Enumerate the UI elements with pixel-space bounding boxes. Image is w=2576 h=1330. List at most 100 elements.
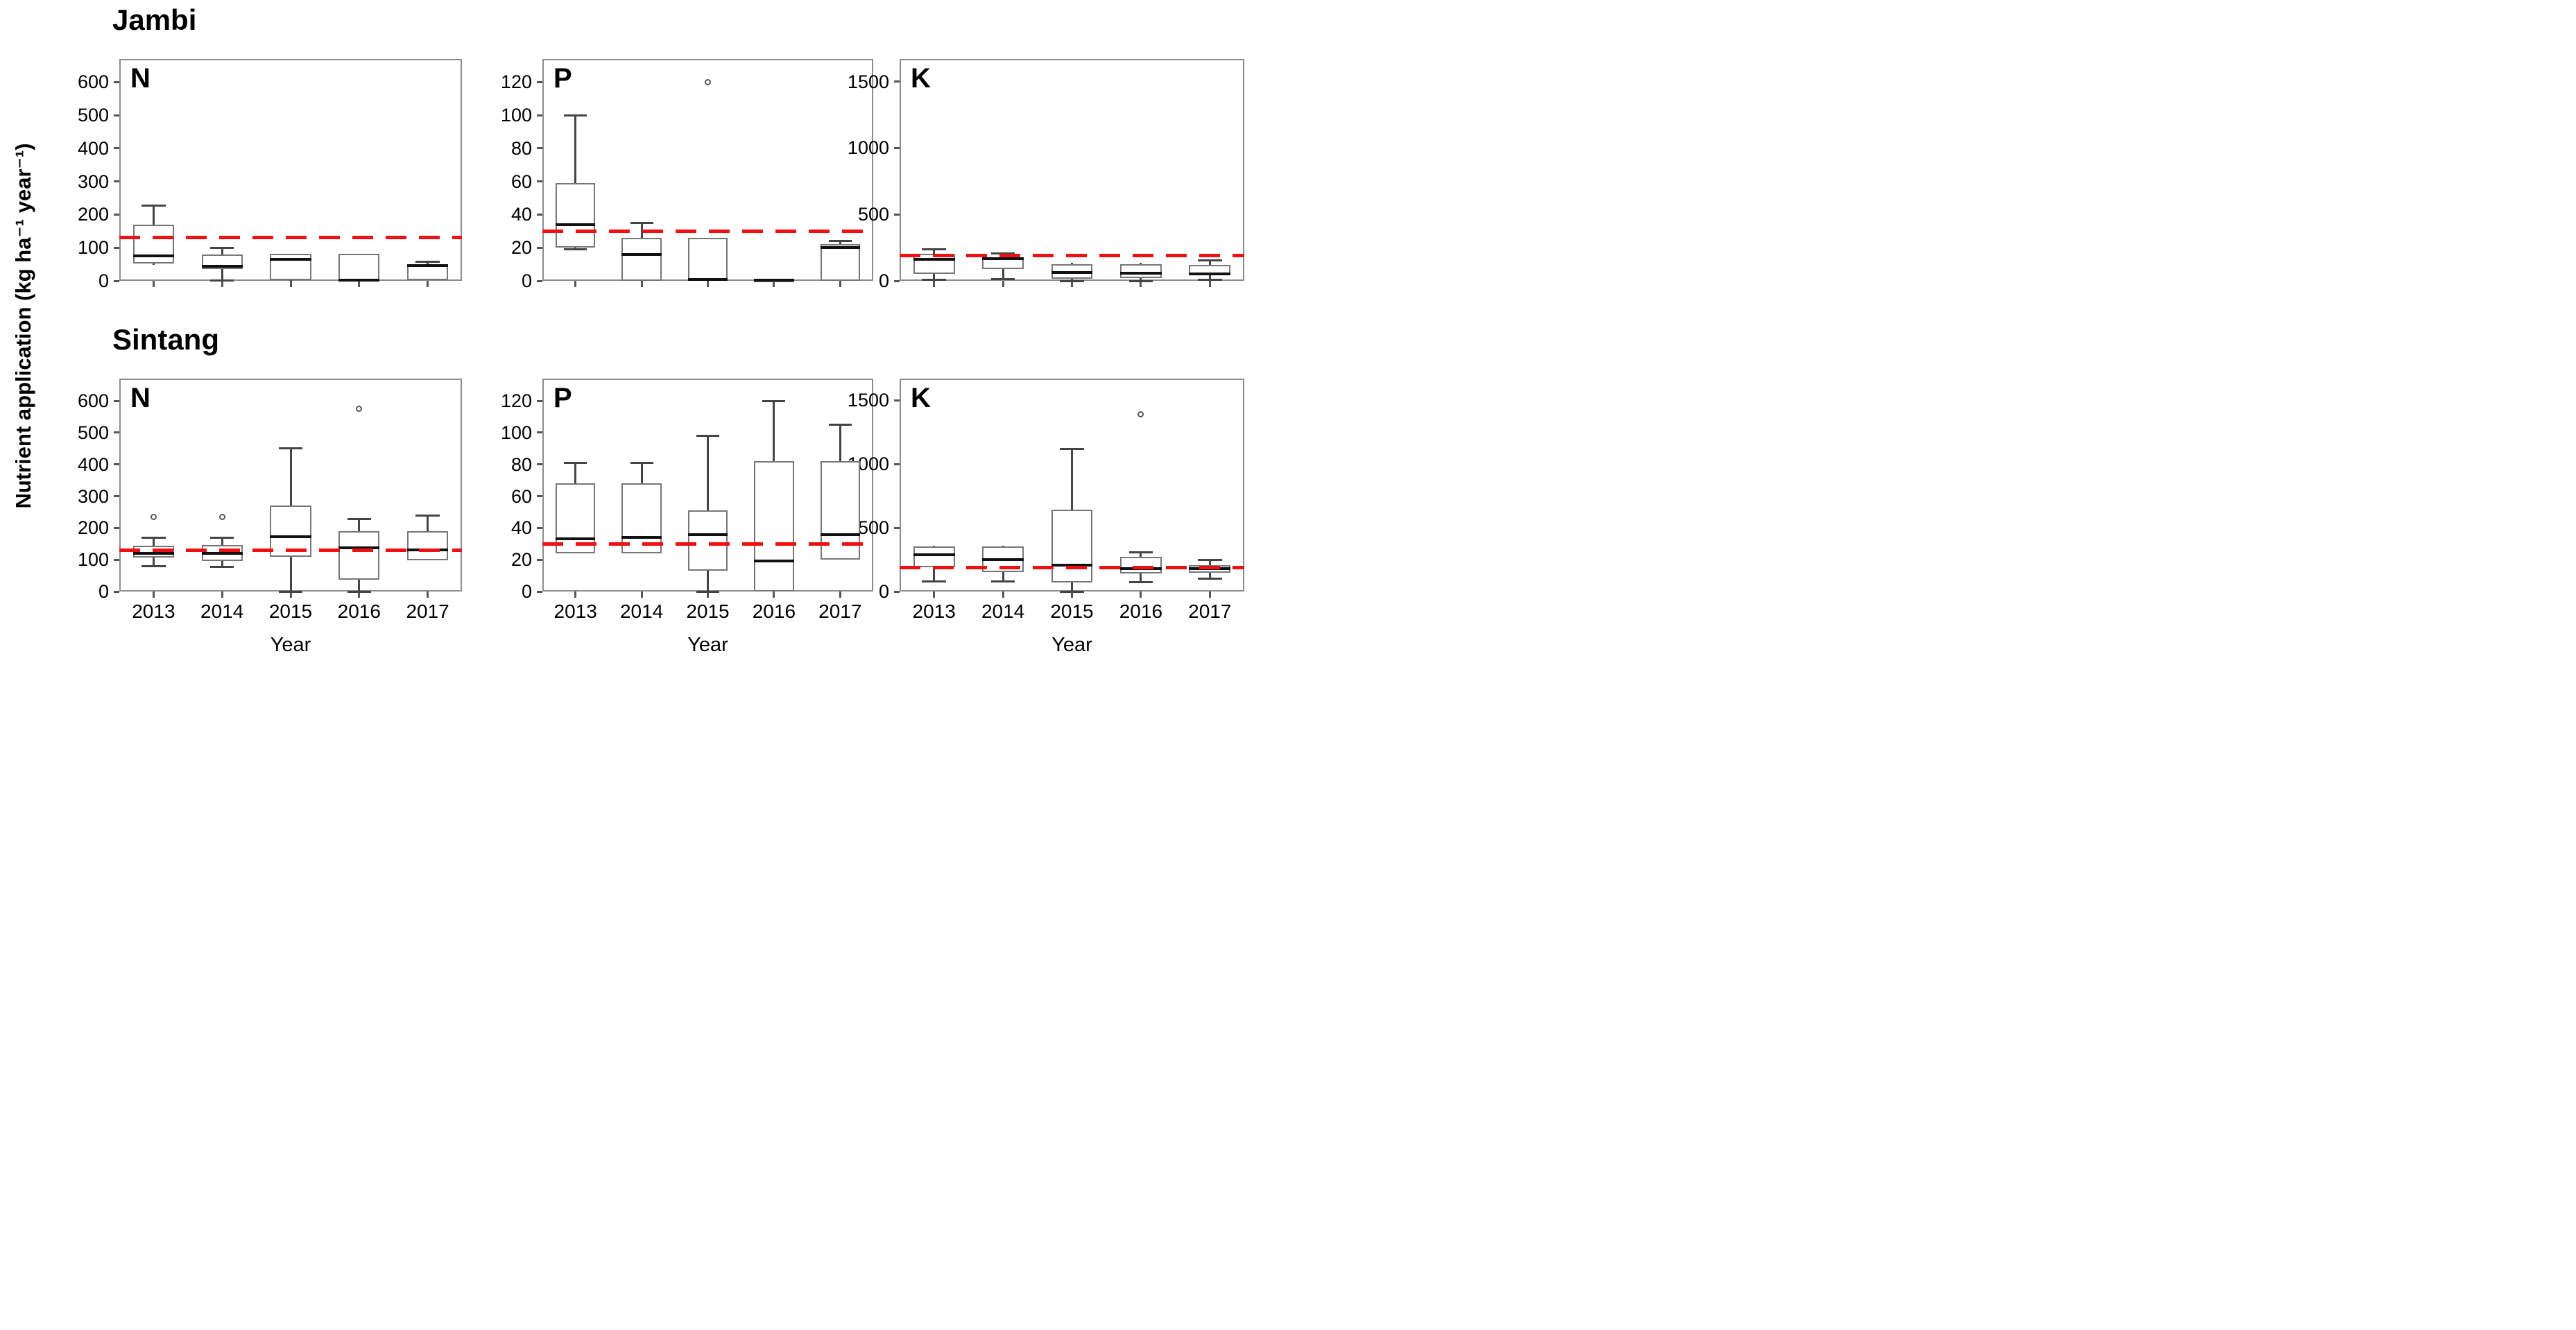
x-tick-mark <box>839 281 841 287</box>
y-tick-mark <box>537 114 542 116</box>
y-tick-mark <box>114 180 119 183</box>
y-tick-mark <box>537 180 542 183</box>
x-tick-mark <box>152 281 155 287</box>
y-tick-label: 1000 <box>847 137 889 159</box>
x-tick-mark <box>707 281 709 287</box>
y-tick-mark <box>894 590 900 593</box>
whisker-cap-low <box>990 580 1015 583</box>
y-tick-label: 200 <box>77 517 109 539</box>
x-axis-title: Year <box>270 634 311 656</box>
whisker-cap-low <box>1198 578 1222 580</box>
x-tick-mark <box>1140 591 1142 598</box>
red-dashed-reference-line <box>119 548 462 552</box>
x-tick-mark <box>1071 281 1073 287</box>
box-sintang-p-2016 <box>754 461 794 591</box>
x-tick-mark <box>1071 591 1073 598</box>
red-dashed-reference-line <box>900 565 1244 569</box>
box-jambi-n-2013 <box>132 224 175 264</box>
y-tick-mark <box>894 526 900 529</box>
y-tick-mark <box>537 213 542 216</box>
median-line <box>982 257 1024 261</box>
x-tick-label-2016: 2016 <box>337 601 381 622</box>
x-tick-mark <box>933 281 936 287</box>
y-tick-mark <box>537 399 542 402</box>
x-tick-label-2014: 2014 <box>619 601 664 622</box>
x-tick-label-2014: 2014 <box>200 601 244 622</box>
panel-letter-n: N <box>130 383 151 413</box>
y-tick-mark <box>114 590 119 593</box>
median-line <box>270 258 311 261</box>
median-line <box>338 279 380 282</box>
whisker-cap-high <box>210 246 234 249</box>
x-tick-mark <box>358 281 361 287</box>
x-tick-mark <box>1208 591 1211 598</box>
box-sintang-n-2016 <box>338 530 380 580</box>
y-tick-mark <box>114 80 119 83</box>
y-tick-label: 120 <box>500 71 532 93</box>
x-tick-label-2017: 2017 <box>818 601 862 622</box>
x-tick-mark <box>640 281 643 287</box>
whisker-cap-high <box>1198 558 1222 561</box>
x-tick-mark <box>707 591 709 598</box>
x-tick-mark <box>221 281 223 287</box>
x-axis-title: Year <box>1051 634 1092 656</box>
x-tick-label-2013: 2013 <box>132 601 175 622</box>
median-line <box>132 254 175 258</box>
red-dashed-reference-line <box>900 254 1244 258</box>
whisker-cap-high <box>828 240 852 243</box>
median-line <box>132 552 175 555</box>
red-dashed-reference-line <box>542 542 873 546</box>
median-line <box>270 535 311 539</box>
median-line <box>820 533 860 536</box>
whisker-cap-low <box>564 248 587 251</box>
box-sintang-p-2014 <box>621 483 662 553</box>
y-tick-mark <box>114 246 119 249</box>
median-line <box>754 278 794 282</box>
whisker-cap-high <box>141 536 166 539</box>
x-tick-mark <box>358 591 361 598</box>
whisker-cap-high <box>922 248 946 251</box>
y-tick-label: 80 <box>510 454 532 475</box>
whisker-cap-high <box>828 423 852 426</box>
y-tick-label: 0 <box>878 270 889 291</box>
x-tick-label-2016: 2016 <box>1119 601 1163 622</box>
box-sintang-k-2015 <box>1051 510 1093 583</box>
y-tick-mark <box>537 279 542 282</box>
whisker-cap-high <box>696 434 720 437</box>
y-tick-label: 0 <box>521 270 532 291</box>
whisker-cap-high <box>141 204 166 207</box>
y-tick-mark <box>537 526 542 529</box>
x-tick-label-2016: 2016 <box>752 601 796 622</box>
x-tick-mark <box>1002 281 1004 287</box>
y-tick-label: 100 <box>500 105 532 126</box>
box-jambi-p-2014 <box>621 237 662 281</box>
red-dashed-reference-line <box>119 236 462 240</box>
x-tick-label-2017: 2017 <box>1188 601 1232 622</box>
whisker-cap-high <box>762 399 786 402</box>
y-tick-label: 500 <box>857 204 889 225</box>
y-tick-mark <box>537 80 542 83</box>
box-sintang-p-2013 <box>556 483 596 553</box>
y-tick-mark <box>537 431 542 434</box>
panel-letter-p: P <box>553 383 572 413</box>
median-line <box>687 277 728 281</box>
box-sintang-n-2015 <box>270 506 311 557</box>
y-tick-mark <box>894 146 900 149</box>
median-line <box>1051 271 1093 275</box>
y-tick-label: 300 <box>77 485 109 507</box>
whisker-line <box>574 115 577 250</box>
panel-letter-n: N <box>130 63 151 94</box>
x-tick-label-2017: 2017 <box>406 601 449 622</box>
x-tick-mark <box>221 591 223 598</box>
y-tick-mark <box>537 558 542 561</box>
median-line <box>1120 271 1162 275</box>
y-tick-label: 20 <box>510 549 532 571</box>
y-tick-label: 0 <box>98 270 109 291</box>
box-jambi-p-2017 <box>820 244 860 281</box>
y-tick-mark <box>537 463 542 466</box>
x-tick-mark <box>289 281 292 287</box>
y-tick-label: 60 <box>510 171 532 192</box>
region-title-sintang: Sintang <box>112 323 219 356</box>
x-tick-mark <box>427 281 429 287</box>
y-tick-label: 500 <box>77 105 109 126</box>
